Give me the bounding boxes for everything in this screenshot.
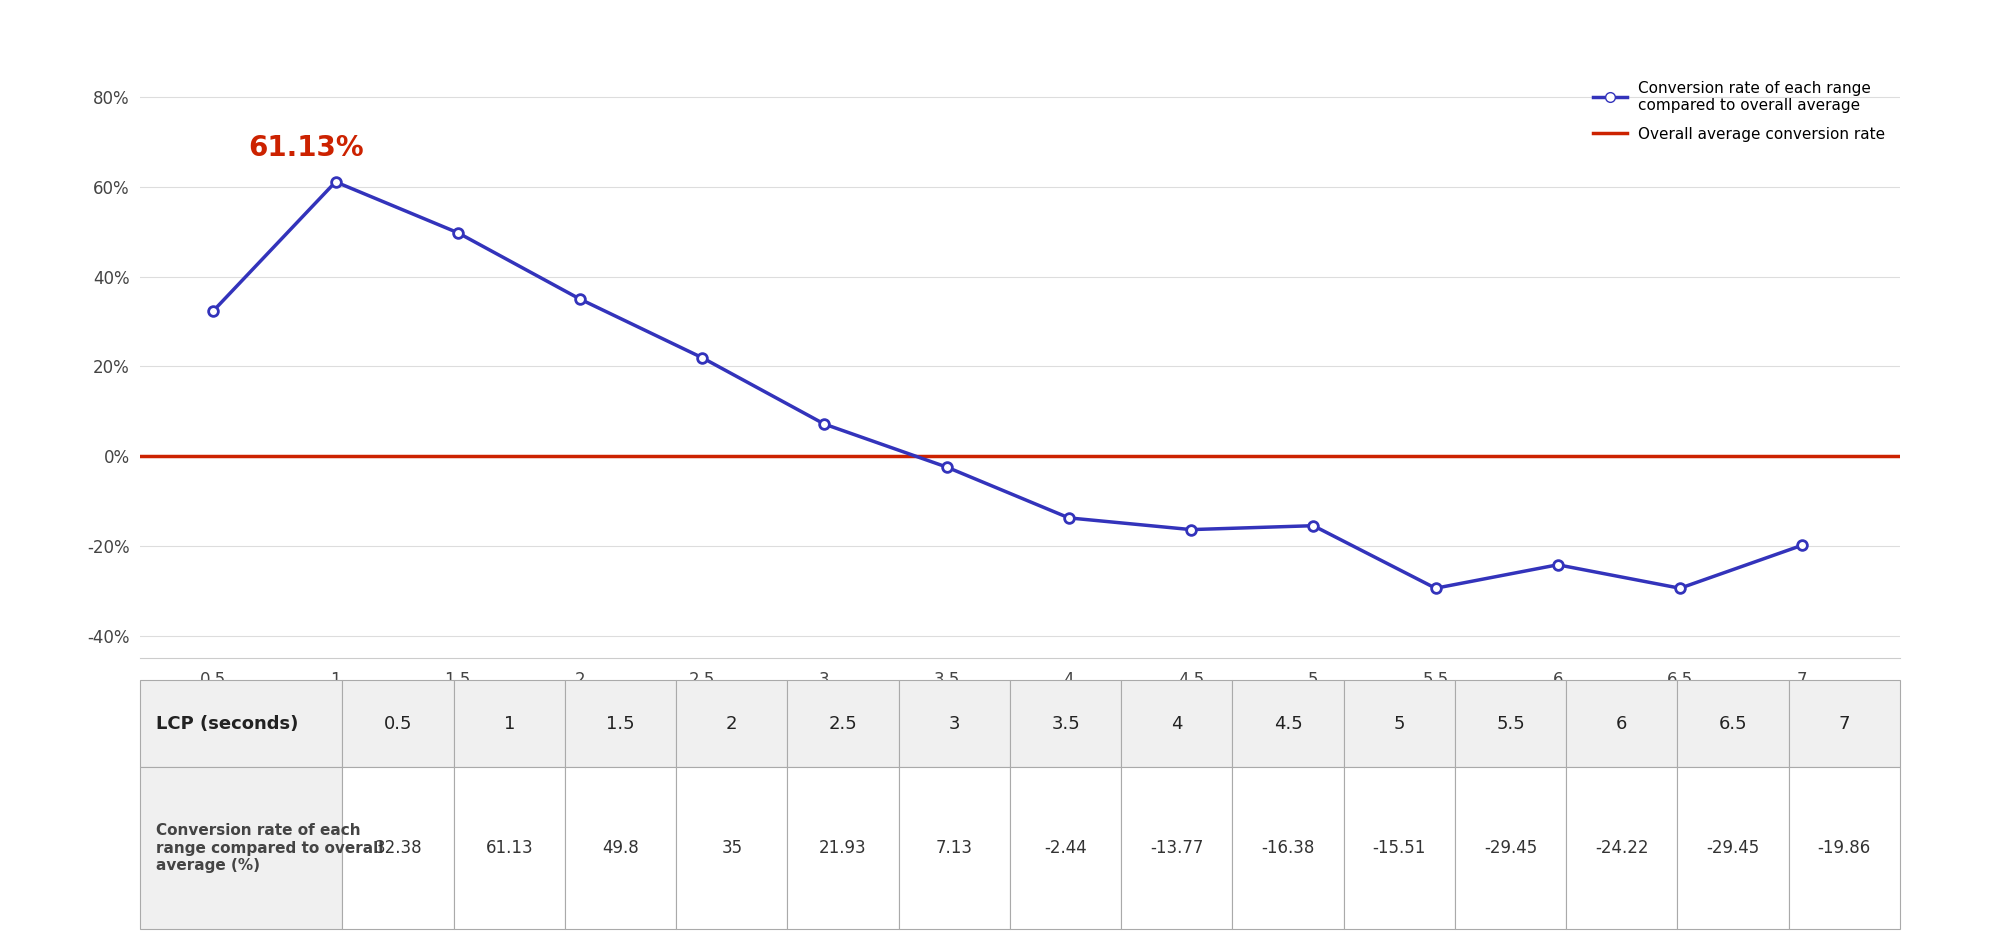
FancyBboxPatch shape xyxy=(1566,681,1678,767)
FancyBboxPatch shape xyxy=(1122,767,1232,930)
FancyBboxPatch shape xyxy=(140,767,342,930)
FancyBboxPatch shape xyxy=(898,681,1010,767)
FancyBboxPatch shape xyxy=(1010,681,1122,767)
Text: 35: 35 xyxy=(722,839,742,857)
Text: 3.5: 3.5 xyxy=(1052,714,1080,733)
Text: -15.51: -15.51 xyxy=(1372,839,1426,857)
Text: 3: 3 xyxy=(948,714,960,733)
Text: LCP (seconds): LCP (seconds) xyxy=(156,714,298,733)
Text: 4.5: 4.5 xyxy=(1274,714,1302,733)
FancyBboxPatch shape xyxy=(564,767,676,930)
Text: 2: 2 xyxy=(726,714,738,733)
Text: Conversion rate of each
range compared to overall
average (%): Conversion rate of each range compared t… xyxy=(156,823,384,873)
FancyBboxPatch shape xyxy=(1232,681,1344,767)
Text: -13.77: -13.77 xyxy=(1150,839,1204,857)
Text: 0.5: 0.5 xyxy=(384,714,412,733)
FancyBboxPatch shape xyxy=(342,681,454,767)
Text: 7.13: 7.13 xyxy=(936,839,972,857)
FancyBboxPatch shape xyxy=(1344,681,1454,767)
FancyBboxPatch shape xyxy=(676,681,788,767)
Text: 32.38: 32.38 xyxy=(374,839,422,857)
Text: 5.5: 5.5 xyxy=(1496,714,1524,733)
FancyBboxPatch shape xyxy=(1454,767,1566,930)
FancyBboxPatch shape xyxy=(1678,681,1788,767)
FancyBboxPatch shape xyxy=(898,767,1010,930)
Text: 7: 7 xyxy=(1838,714,1850,733)
FancyBboxPatch shape xyxy=(1566,767,1678,930)
FancyBboxPatch shape xyxy=(564,681,676,767)
Text: -16.38: -16.38 xyxy=(1262,839,1314,857)
FancyBboxPatch shape xyxy=(342,767,454,930)
FancyBboxPatch shape xyxy=(1344,767,1454,930)
Legend: Conversion rate of each range
compared to overall average, Overall average conve: Conversion rate of each range compared t… xyxy=(1586,73,1892,150)
Text: -24.22: -24.22 xyxy=(1596,839,1648,857)
Text: -19.86: -19.86 xyxy=(1818,839,1870,857)
Text: 1.5: 1.5 xyxy=(606,714,634,733)
Text: 6: 6 xyxy=(1616,714,1628,733)
Text: 6.5: 6.5 xyxy=(1718,714,1748,733)
FancyBboxPatch shape xyxy=(788,767,898,930)
Text: 21.93: 21.93 xyxy=(820,839,866,857)
FancyBboxPatch shape xyxy=(454,767,564,930)
FancyBboxPatch shape xyxy=(1788,681,1900,767)
Text: -29.45: -29.45 xyxy=(1484,839,1538,857)
FancyBboxPatch shape xyxy=(788,681,898,767)
FancyBboxPatch shape xyxy=(454,681,564,767)
Text: 2.5: 2.5 xyxy=(828,714,858,733)
Text: 49.8: 49.8 xyxy=(602,839,638,857)
Text: -2.44: -2.44 xyxy=(1044,839,1086,857)
FancyBboxPatch shape xyxy=(1788,767,1900,930)
FancyBboxPatch shape xyxy=(1678,767,1788,930)
FancyBboxPatch shape xyxy=(676,767,788,930)
Text: 1: 1 xyxy=(504,714,514,733)
Text: 4: 4 xyxy=(1172,714,1182,733)
FancyBboxPatch shape xyxy=(140,681,342,767)
Text: 61.13: 61.13 xyxy=(486,839,534,857)
Text: 61.13%: 61.13% xyxy=(248,133,364,162)
Text: -29.45: -29.45 xyxy=(1706,839,1760,857)
FancyBboxPatch shape xyxy=(1122,681,1232,767)
FancyBboxPatch shape xyxy=(1010,767,1122,930)
FancyBboxPatch shape xyxy=(1232,767,1344,930)
Text: 5: 5 xyxy=(1394,714,1406,733)
FancyBboxPatch shape xyxy=(1454,681,1566,767)
